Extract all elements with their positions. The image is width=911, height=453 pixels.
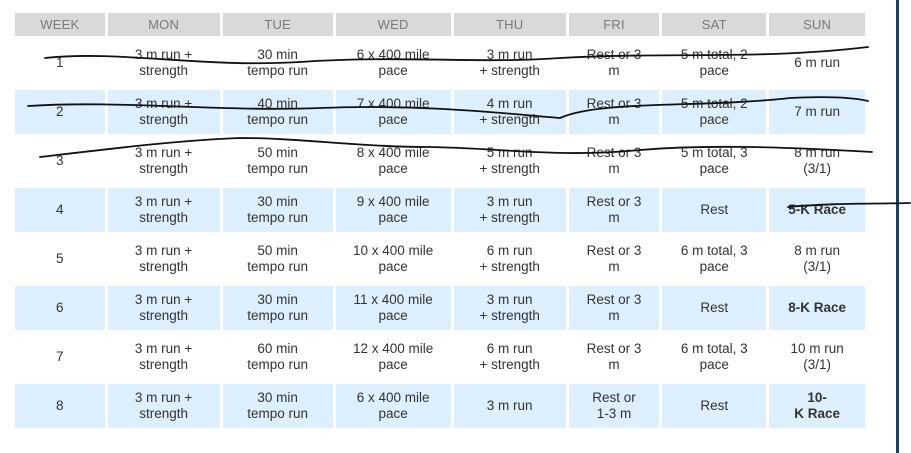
cell-sat: 5 m total, 3 pace [662, 139, 767, 183]
cell-sun: 10 m run (3/1) [769, 335, 865, 379]
cell-thu: 3 m run + strength [453, 286, 566, 330]
cell-thu: 5 m run + strength [453, 139, 566, 183]
cell-mon: 3 m run + strength [107, 90, 220, 134]
cell-week: 5 [15, 237, 105, 281]
cell-wed: 7 x 400 mile pace [335, 90, 451, 134]
cell-thu: 3 m run [453, 384, 566, 428]
cell-tue: 50 min tempo run [222, 237, 333, 281]
header-tue: TUE [222, 13, 333, 36]
cell-thu: 3 m run + strength [453, 41, 566, 85]
cell-mon: 3 m run + strength [107, 384, 220, 428]
cell-tue: 40 min tempo run [222, 90, 333, 134]
cell-sat: 5 m total, 2 pace [662, 90, 767, 134]
cell-sun: 7 m run [769, 90, 865, 134]
cell-mon: 3 m run + strength [107, 188, 220, 232]
cell-tue: 60 min tempo run [222, 335, 333, 379]
cell-week: 3 [15, 139, 105, 183]
cell-week: 7 [15, 335, 105, 379]
page-right-border [896, 0, 899, 453]
cell-week: 2 [15, 90, 105, 134]
cell-sat: 6 m total, 3 pace [662, 335, 767, 379]
cell-week: 1 [15, 41, 105, 85]
cell-fri: Rest or 1-3 m [568, 384, 660, 428]
cell-thu: 3 m run + strength [453, 188, 566, 232]
cell-wed: 12 x 400 mile pace [335, 335, 451, 379]
header-wed: WED [335, 13, 451, 36]
cell-mon: 3 m run + strength [107, 41, 220, 85]
header-sun: SUN [769, 13, 865, 36]
cell-sat: Rest [662, 286, 767, 330]
header-thu: THU [453, 13, 566, 36]
cell-sun: 8-K Race [769, 286, 865, 330]
cell-tue: 30 min tempo run [222, 384, 333, 428]
header-fri: FRI [568, 13, 660, 36]
cell-thu: 6 m run + strength [453, 335, 566, 379]
cell-sat: Rest [662, 188, 767, 232]
cell-wed: 6 x 400 mile pace [335, 41, 451, 85]
cell-mon: 3 m run + strength [107, 335, 220, 379]
cell-mon: 3 m run + strength [107, 139, 220, 183]
cell-tue: 50 min tempo run [222, 139, 333, 183]
cell-mon: 3 m run + strength [107, 237, 220, 281]
cell-wed: 9 x 400 mile pace [335, 188, 451, 232]
cell-sat: 5 m total, 2 pace [662, 41, 767, 85]
cell-wed: 11 x 400 mile pace [335, 286, 451, 330]
cell-week: 8 [15, 384, 105, 428]
cell-week: 4 [15, 188, 105, 232]
header-week: WEEK [15, 13, 105, 36]
header-row: WEEK MON TUE WED THU FRI SAT SUN [15, 13, 865, 36]
cell-sun: 10- K Race [769, 384, 865, 428]
cell-tue: 30 min tempo run [222, 41, 333, 85]
cell-sun: 6 m run [769, 41, 865, 85]
cell-tue: 30 min tempo run [222, 286, 333, 330]
header-sat: SAT [662, 13, 767, 36]
cell-week: 6 [15, 286, 105, 330]
cell-mon: 3 m run + strength [107, 286, 220, 330]
cell-sat: 6 m total, 3 pace [662, 237, 767, 281]
cell-wed: 8 x 400 mile pace [335, 139, 451, 183]
cell-sun: 5-K Race [769, 188, 865, 232]
cell-tue: 30 min tempo run [222, 188, 333, 232]
cell-sat: Rest [662, 384, 767, 428]
cell-sun: 8 m run (3/1) [769, 237, 865, 281]
cell-sun: 8 m run (3/1) [769, 139, 865, 183]
cell-wed: 6 x 400 mile pace [335, 384, 451, 428]
header-mon: MON [107, 13, 220, 36]
cell-thu: 6 m run + strength [453, 237, 566, 281]
cell-wed: 10 x 400 mile pace [335, 237, 451, 281]
cell-thu: 4 m run + strength [453, 90, 566, 134]
